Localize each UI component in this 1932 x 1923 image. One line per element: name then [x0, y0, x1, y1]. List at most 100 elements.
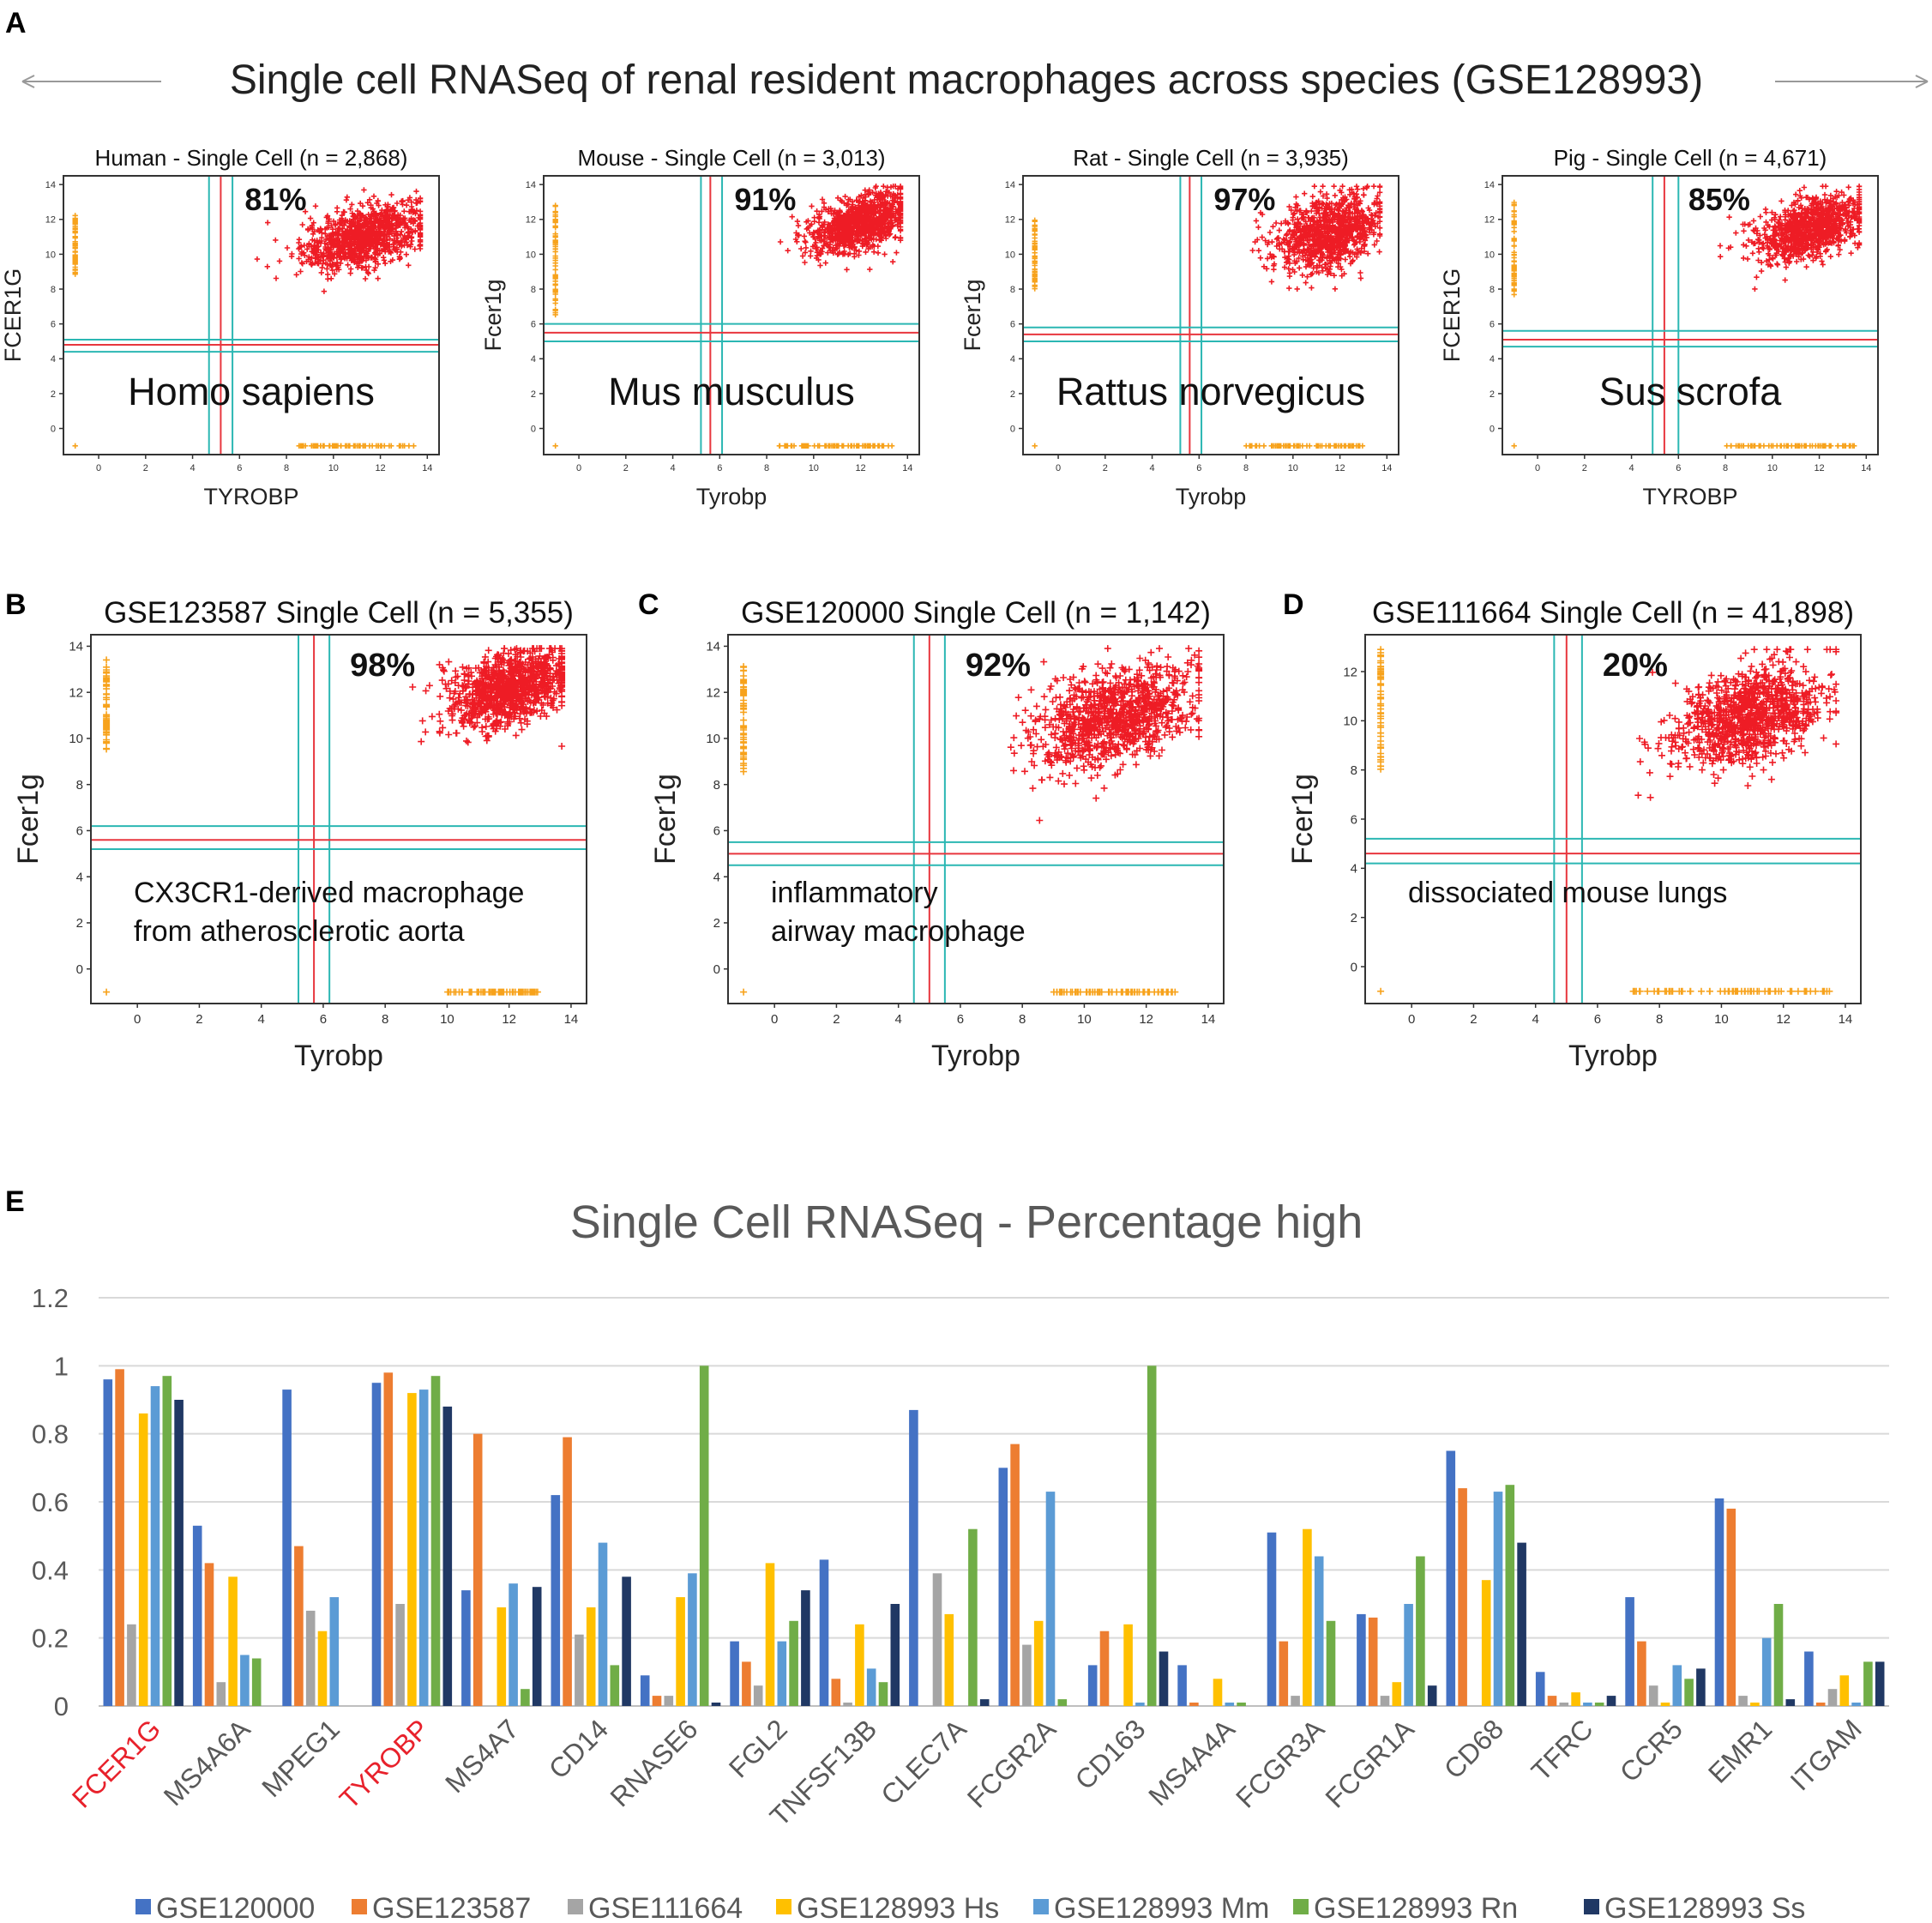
- y-tick-label: 6: [531, 320, 536, 330]
- bar-itgam-3: [1839, 1675, 1850, 1706]
- x-tick-label: 10: [1767, 463, 1778, 473]
- scatter-title: GSE120000 Single Cell (n = 1,142): [741, 596, 1211, 630]
- bar-fcer1g-1: [115, 1369, 124, 1706]
- bar-cd68-6: [1517, 1542, 1526, 1706]
- bar-tfrc-6: [1606, 1696, 1616, 1706]
- scatter-pig: Pig - Single Cell (n = 4,671) 0 2 4 6 8 10 12 14…: [1439, 145, 1879, 509]
- y-tick-label: 14: [706, 640, 720, 654]
- x-tick-label: 0: [576, 463, 581, 473]
- x-tick-label: 10: [440, 1012, 454, 1027]
- x-tick-label: 4: [895, 1012, 902, 1027]
- bar-cd68-1: [1458, 1488, 1467, 1706]
- y-tick-label: 14: [526, 180, 536, 190]
- x-tick-label: 2: [1582, 463, 1587, 473]
- x-tick-label: 12: [855, 463, 865, 473]
- description-line: dissociated mouse lungs: [1408, 877, 1727, 909]
- y-tick-label: 10: [45, 250, 56, 260]
- bar-emr1-3: [1750, 1703, 1760, 1706]
- bar-fcgr1a-2: [1380, 1696, 1390, 1706]
- outlier-points: [1511, 199, 1857, 449]
- bar-cd68-3: [1481, 1580, 1491, 1706]
- x-tick-label: 0: [1535, 463, 1540, 473]
- bar-mpeg1-4: [329, 1597, 340, 1706]
- bar-cd68-0: [1446, 1450, 1456, 1706]
- scatter-gse120000: GSE120000 Single Cell (n = 1,142) 0 2 4 6 8 10…: [649, 596, 1225, 1072]
- bar-fcgr2a-1: [1010, 1444, 1020, 1706]
- species-label: Rattus norvegicus: [1056, 370, 1365, 413]
- x-tick-label: 12: [1334, 463, 1345, 473]
- x-tick-label: 2: [623, 463, 629, 473]
- y-axis-label: Fcer1g: [649, 774, 682, 865]
- x-axis-label: TYROBP: [1642, 484, 1737, 509]
- percent-high-label: 92%: [966, 648, 1031, 684]
- x-tick-label: 6: [320, 1012, 327, 1027]
- cluster-points: [1634, 646, 1840, 801]
- percent-high-label: 97%: [1213, 182, 1275, 217]
- bar-fcgr2a-3: [1033, 1620, 1044, 1706]
- y-tick-label: 6: [51, 320, 56, 330]
- y-tick-label: 4: [51, 354, 56, 365]
- bar-fcgr2a-0: [998, 1468, 1008, 1706]
- x-tick-label: 12: [1776, 1012, 1791, 1027]
- x-tick-label: 8: [764, 463, 769, 473]
- bar-mpeg1-0: [282, 1390, 292, 1706]
- bar-ms4a4a-0: [1177, 1665, 1187, 1706]
- x-tick-label: 2: [1470, 1012, 1477, 1027]
- bar-ms4a7-5: [521, 1689, 530, 1706]
- x-axis-label: Tyrobp: [1176, 484, 1247, 509]
- bar-ms4a6a-4: [240, 1655, 250, 1706]
- bar-tfrc-5: [1594, 1703, 1604, 1706]
- bar-fcgr3a-5: [1326, 1620, 1336, 1706]
- x-axis-label: Tyrobp: [931, 1040, 1020, 1072]
- bar-rnase6-1: [652, 1696, 662, 1706]
- scatter-gse123587: GSE123587 Single Cell (n = 5,355) 0 2 4 6 8 10…: [12, 596, 587, 1072]
- percent-high-label: 91%: [734, 182, 796, 217]
- y-tick-label: 4: [76, 870, 83, 884]
- x-tick-label: 8: [1723, 463, 1728, 473]
- x-tick-label: 4: [258, 1012, 265, 1027]
- x-tick-label: 2: [1103, 463, 1108, 473]
- x-tick-label: 12: [502, 1012, 516, 1027]
- y-axis-label: Fcer1g: [1286, 774, 1319, 865]
- y-tick-label: 8: [1490, 285, 1495, 295]
- y-tick-label: 2: [76, 916, 83, 931]
- y-tick-label: 1: [54, 1351, 69, 1381]
- x-tick-label: 4: [1532, 1012, 1539, 1027]
- bar-cd14-2: [575, 1634, 584, 1706]
- description-line: inflammatory: [771, 877, 938, 909]
- legend-swatch: [1584, 1899, 1599, 1914]
- y-tick-label: 6: [1351, 812, 1357, 827]
- scatter-title: Human - Single Cell (n = 2,868): [95, 145, 408, 171]
- legend-swatch: [1293, 1899, 1309, 1914]
- plot-frame: [543, 175, 920, 455]
- legend-label: GSE128993 Hs: [797, 1892, 999, 1923]
- y-tick-label: 0.6: [32, 1487, 69, 1517]
- bar-itgam-1: [1815, 1703, 1826, 1706]
- y-tick-label: 6: [713, 824, 720, 839]
- scatter-human: Human - Single Cell (n = 2,868) 0 2 4 6 8 10 12…: [0, 145, 440, 509]
- bar-clec7a-0: [909, 1409, 918, 1706]
- y-tick-label: 4: [1490, 354, 1495, 365]
- legend-swatch: [1033, 1899, 1049, 1914]
- x-axis-label: Tyrobp: [294, 1040, 383, 1072]
- species-label: Sus scrofa: [1599, 370, 1783, 413]
- x-tick-label: 2: [196, 1012, 202, 1027]
- y-tick-label: 4: [1351, 862, 1357, 877]
- x-tick-label: 2: [143, 463, 148, 473]
- legend-swatch: [776, 1899, 791, 1914]
- y-tick-label: 4: [531, 354, 536, 365]
- scatter-title: Rat - Single Cell (n = 3,935): [1073, 145, 1349, 171]
- bar-clec7a-3: [944, 1613, 954, 1706]
- bar-fcgr1a-1: [1368, 1617, 1378, 1706]
- y-tick-label: 1.2: [32, 1283, 69, 1313]
- bar-itgam-0: [1804, 1651, 1814, 1706]
- x-tick-label: 6: [957, 1012, 964, 1027]
- x-tick-label: 14: [1839, 1012, 1853, 1027]
- bar-tyrobp-1: [383, 1372, 394, 1706]
- bar-ccr5-4: [1672, 1665, 1682, 1706]
- legend-label: GSE128993 Ss: [1604, 1892, 1805, 1923]
- y-tick-label: 14: [45, 180, 56, 190]
- bar-ms4a7-0: [461, 1590, 471, 1706]
- bar-emr1-0: [1714, 1498, 1724, 1706]
- bar-cd14-0: [551, 1495, 561, 1706]
